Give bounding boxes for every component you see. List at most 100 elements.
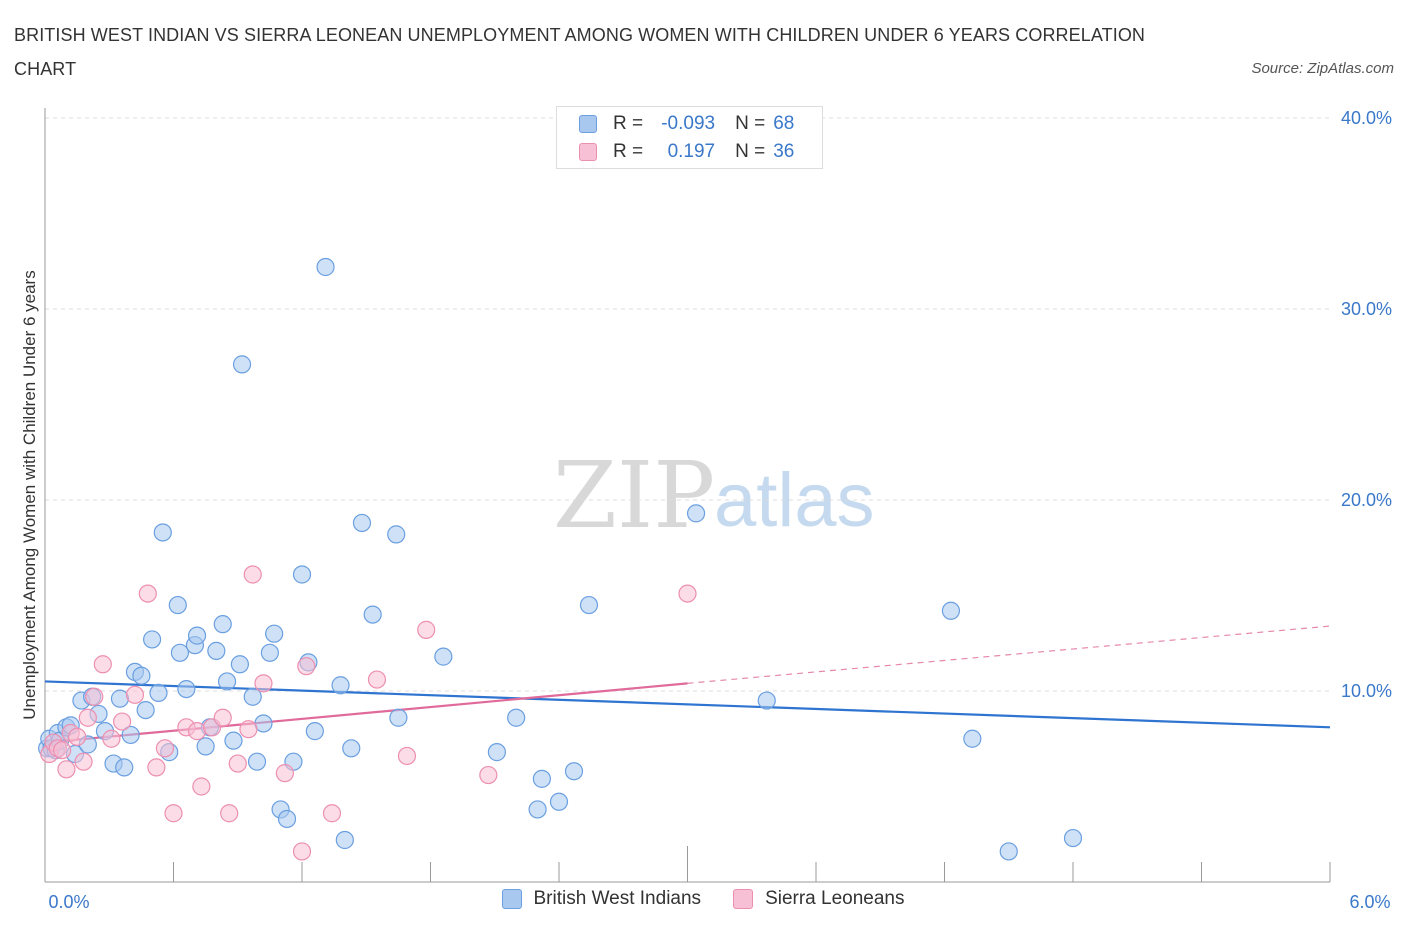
r-value: 0.197	[667, 141, 716, 162]
point-british-west-indians	[352, 513, 372, 533]
point-british-west-indians	[549, 792, 569, 811]
point-british-west-indians	[316, 257, 335, 277]
point-british-west-indians	[153, 523, 172, 542]
point-sierra-leoneans	[292, 842, 312, 861]
point-british-west-indians	[224, 731, 243, 750]
x-tick-label: 6.0%	[1349, 892, 1390, 912]
point-sierra-leoneans	[85, 687, 104, 706]
point-british-west-indians	[260, 643, 279, 662]
trend-line-sierra-leoneans	[44, 682, 688, 744]
point-british-west-indians	[963, 729, 982, 748]
trend-line-british-west-indians	[44, 680, 1331, 729]
point-sierra-leoneans	[275, 764, 294, 783]
grid	[45, 117, 1330, 692]
point-british-west-indians	[132, 666, 151, 685]
point-sierra-leoneans	[228, 754, 247, 773]
n-label: N =	[735, 113, 766, 134]
point-sierra-leoneans	[243, 565, 262, 584]
legend-swatch-blue	[501, 889, 522, 909]
r-value: -0.093	[661, 113, 716, 134]
legend-row-british-west-indians: R = -0.093 N = 68	[579, 111, 794, 137]
legend-row-sierra-leoneans: R = 0.197 N = 36	[579, 139, 794, 165]
n-value: 36	[773, 141, 795, 162]
point-british-west-indians	[389, 708, 408, 727]
point-sierra-leoneans	[57, 760, 76, 779]
point-british-west-indians	[187, 626, 207, 645]
point-british-west-indians	[507, 708, 526, 727]
point-british-west-indians	[335, 830, 354, 850]
point-sierra-leoneans	[147, 758, 166, 777]
y-tick-label: 30.0%	[1341, 299, 1392, 319]
point-sierra-leoneans	[53, 741, 72, 760]
correlation-legend: R = -0.093 N = 68 R = 0.197 N = 36	[556, 106, 823, 169]
point-sierra-leoneans	[74, 752, 93, 771]
point-sierra-leoneans	[112, 712, 132, 731]
point-british-west-indians	[149, 683, 168, 703]
point-british-west-indians	[532, 769, 551, 788]
point-british-west-indians	[213, 615, 232, 634]
tick-labels: 10.0% 20.0% 30.0% 40.0% 0.0% 6.0%	[48, 108, 1392, 912]
point-british-west-indians	[243, 687, 262, 706]
point-british-west-indians	[168, 595, 187, 615]
legend-swatch-blue	[579, 115, 597, 133]
point-british-west-indians	[941, 601, 961, 620]
point-british-west-indians	[757, 691, 776, 710]
point-sierra-leoneans	[192, 777, 211, 796]
series-legend: British West Indians Sierra Leoneans	[0, 888, 1406, 910]
point-sierra-leoneans	[68, 727, 87, 746]
point-british-west-indians	[207, 641, 226, 660]
point-sierra-leoneans	[138, 584, 157, 603]
data-points	[38, 257, 1083, 861]
point-british-west-indians	[232, 355, 252, 374]
point-sierra-leoneans	[213, 708, 232, 727]
point-sierra-leoneans	[93, 655, 112, 674]
point-sierra-leoneans	[220, 804, 239, 823]
watermark-zip: ZIP	[553, 442, 715, 549]
point-british-west-indians	[342, 739, 361, 758]
point-british-west-indians	[142, 630, 162, 649]
watermark-atlas: atlas	[714, 458, 875, 543]
legend-item-sierra-leoneans[interactable]: Sierra Leoneans	[733, 888, 905, 910]
trend-lines	[44, 625, 1331, 744]
point-british-west-indians	[265, 624, 284, 643]
point-british-west-indians	[999, 842, 1018, 861]
point-british-west-indians	[363, 605, 382, 624]
legend-item-british-west-indians[interactable]: British West Indians	[501, 888, 702, 910]
point-sierra-leoneans	[78, 708, 97, 727]
point-british-west-indians	[579, 595, 599, 615]
point-british-west-indians	[277, 809, 297, 829]
point-sierra-leoneans	[125, 685, 145, 704]
point-sierra-leoneans	[322, 804, 342, 823]
point-sierra-leoneans	[187, 722, 207, 741]
y-tick-label: 20.0%	[1341, 490, 1392, 510]
point-british-west-indians	[115, 758, 134, 777]
y-tick-label: 10.0%	[1341, 681, 1392, 701]
point-british-west-indians	[170, 643, 190, 662]
point-british-west-indians	[196, 737, 215, 756]
trend-line-sierra-leoneans-extension	[687, 625, 1331, 684]
point-british-west-indians	[305, 722, 324, 741]
point-british-west-indians	[564, 762, 584, 781]
legend-swatch-pink	[579, 143, 597, 161]
point-british-west-indians	[217, 672, 237, 691]
point-sierra-leoneans	[155, 739, 175, 758]
point-sierra-leoneans	[367, 670, 387, 689]
point-british-west-indians	[136, 700, 155, 720]
point-british-west-indians	[487, 743, 506, 762]
legend-swatch-pink	[733, 889, 754, 909]
point-british-west-indians	[331, 676, 350, 695]
legend-label: British West Indians	[533, 888, 702, 909]
y-tick-label: 40.0%	[1341, 108, 1392, 128]
n-label: N =	[735, 141, 766, 162]
point-british-west-indians	[528, 800, 547, 819]
point-sierra-leoneans	[678, 584, 697, 603]
n-value: 68	[773, 113, 795, 134]
point-sierra-leoneans	[417, 620, 436, 639]
point-sierra-leoneans	[397, 746, 417, 766]
chart-title: BRITISH WEST INDIAN VS SIERRA LEONEAN UN…	[14, 25, 1146, 79]
point-british-west-indians	[387, 525, 406, 544]
source-label: Source: ZipAtlas.com	[1251, 60, 1394, 77]
point-british-west-indians	[434, 647, 453, 666]
point-sierra-leoneans	[254, 674, 273, 693]
